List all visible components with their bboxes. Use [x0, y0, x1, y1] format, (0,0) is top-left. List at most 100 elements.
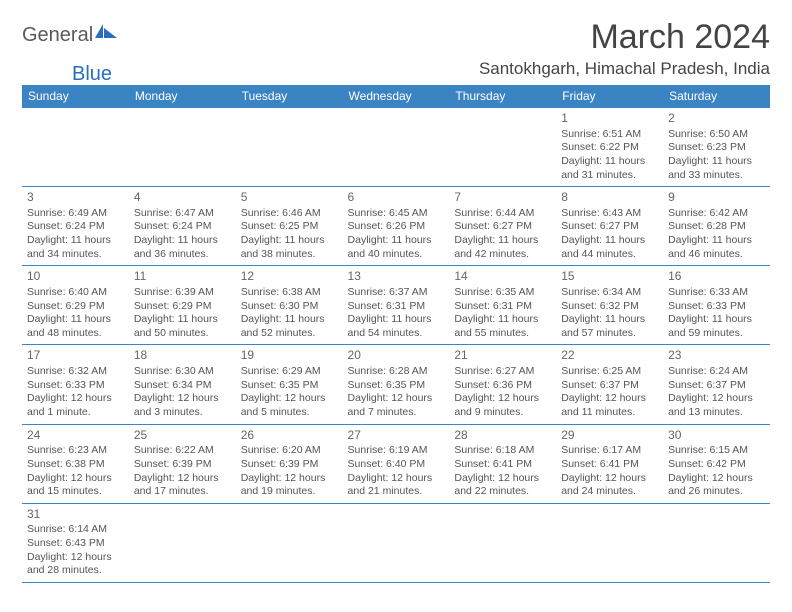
calendar-cell: 7Sunrise: 6:44 AMSunset: 6:27 PMDaylight…: [449, 187, 556, 266]
sunrise-text: Sunrise: 6:29 AM: [241, 365, 338, 379]
sunrise-text: Sunrise: 6:22 AM: [134, 444, 231, 458]
calendar-cell: 16Sunrise: 6:33 AMSunset: 6:33 PMDayligh…: [663, 266, 770, 345]
sunrise-text: Sunrise: 6:32 AM: [27, 365, 124, 379]
day-text: Daylight: 12 hours and 9 minutes.: [454, 392, 551, 419]
calendar-cell: 2Sunrise: 6:50 AMSunset: 6:23 PMDaylight…: [663, 108, 770, 187]
sunrise-text: Sunrise: 6:25 AM: [561, 365, 658, 379]
day-text: Daylight: 11 hours and 52 minutes.: [241, 313, 338, 340]
sunrise-text: Sunrise: 6:40 AM: [27, 286, 124, 300]
day-text: Daylight: 12 hours and 26 minutes.: [668, 472, 765, 499]
calendar-cell: 22Sunrise: 6:25 AMSunset: 6:37 PMDayligh…: [556, 345, 663, 424]
sunset-text: Sunset: 6:23 PM: [668, 141, 765, 155]
calendar-cell: 24Sunrise: 6:23 AMSunset: 6:38 PMDayligh…: [22, 424, 129, 503]
day-header: Saturday: [663, 85, 770, 108]
calendar-cell: 8Sunrise: 6:43 AMSunset: 6:27 PMDaylight…: [556, 187, 663, 266]
calendar-cell: 30Sunrise: 6:15 AMSunset: 6:42 PMDayligh…: [663, 424, 770, 503]
sunset-text: Sunset: 6:28 PM: [668, 220, 765, 234]
header: General March 2024 Santokhgarh, Himachal…: [22, 18, 770, 79]
sunrise-text: Sunrise: 6:45 AM: [348, 207, 445, 221]
sunrise-text: Sunrise: 6:47 AM: [134, 207, 231, 221]
day-number: 8: [561, 190, 658, 206]
sunset-text: Sunset: 6:36 PM: [454, 379, 551, 393]
day-text: Daylight: 12 hours and 5 minutes.: [241, 392, 338, 419]
sunrise-text: Sunrise: 6:24 AM: [668, 365, 765, 379]
day-number: 24: [27, 428, 124, 444]
sunset-text: Sunset: 6:32 PM: [561, 300, 658, 314]
calendar-cell: 29Sunrise: 6:17 AMSunset: 6:41 PMDayligh…: [556, 424, 663, 503]
sunset-text: Sunset: 6:30 PM: [241, 300, 338, 314]
sunset-text: Sunset: 6:34 PM: [134, 379, 231, 393]
calendar-cell: 26Sunrise: 6:20 AMSunset: 6:39 PMDayligh…: [236, 424, 343, 503]
calendar-row: 10Sunrise: 6:40 AMSunset: 6:29 PMDayligh…: [22, 266, 770, 345]
calendar-row: 31Sunrise: 6:14 AMSunset: 6:43 PMDayligh…: [22, 503, 770, 582]
calendar-cell-empty: [449, 108, 556, 187]
day-text: Daylight: 11 hours and 44 minutes.: [561, 234, 658, 261]
sunrise-text: Sunrise: 6:51 AM: [561, 128, 658, 142]
day-number: 9: [668, 190, 765, 206]
month-title: March 2024: [479, 18, 770, 57]
day-text: Daylight: 11 hours and 31 minutes.: [561, 155, 658, 182]
logo: General: [22, 24, 119, 47]
sunset-text: Sunset: 6:40 PM: [348, 458, 445, 472]
day-text: Daylight: 11 hours and 36 minutes.: [134, 234, 231, 261]
calendar-cell: 13Sunrise: 6:37 AMSunset: 6:31 PMDayligh…: [343, 266, 450, 345]
day-number: 27: [348, 428, 445, 444]
day-text: Daylight: 11 hours and 42 minutes.: [454, 234, 551, 261]
calendar-cell: 9Sunrise: 6:42 AMSunset: 6:28 PMDaylight…: [663, 187, 770, 266]
day-text: Daylight: 12 hours and 1 minute.: [27, 392, 124, 419]
calendar-cell: 10Sunrise: 6:40 AMSunset: 6:29 PMDayligh…: [22, 266, 129, 345]
day-text: Daylight: 11 hours and 34 minutes.: [27, 234, 124, 261]
day-text: Daylight: 11 hours and 38 minutes.: [241, 234, 338, 261]
calendar-cell-empty: [129, 108, 236, 187]
calendar-cell-empty: [556, 503, 663, 582]
day-text: Daylight: 12 hours and 22 minutes.: [454, 472, 551, 499]
day-text: Daylight: 11 hours and 40 minutes.: [348, 234, 445, 261]
calendar-cell: 1Sunrise: 6:51 AMSunset: 6:22 PMDaylight…: [556, 108, 663, 187]
day-text: Daylight: 11 hours and 50 minutes.: [134, 313, 231, 340]
calendar-row: 3Sunrise: 6:49 AMSunset: 6:24 PMDaylight…: [22, 187, 770, 266]
sunset-text: Sunset: 6:37 PM: [668, 379, 765, 393]
day-number: 12: [241, 269, 338, 285]
day-number: 26: [241, 428, 338, 444]
flag-icon: [95, 24, 119, 47]
calendar-cell: 15Sunrise: 6:34 AMSunset: 6:32 PMDayligh…: [556, 266, 663, 345]
calendar-cell: 20Sunrise: 6:28 AMSunset: 6:35 PMDayligh…: [343, 345, 450, 424]
sunrise-text: Sunrise: 6:42 AM: [668, 207, 765, 221]
calendar-cell-empty: [343, 108, 450, 187]
day-text: Daylight: 12 hours and 21 minutes.: [348, 472, 445, 499]
day-header: Thursday: [449, 85, 556, 108]
sunset-text: Sunset: 6:39 PM: [241, 458, 338, 472]
day-number: 14: [454, 269, 551, 285]
sunset-text: Sunset: 6:37 PM: [561, 379, 658, 393]
day-text: Daylight: 12 hours and 28 minutes.: [27, 551, 124, 578]
sunset-text: Sunset: 6:24 PM: [134, 220, 231, 234]
sunrise-text: Sunrise: 6:18 AM: [454, 444, 551, 458]
calendar-cell: 23Sunrise: 6:24 AMSunset: 6:37 PMDayligh…: [663, 345, 770, 424]
day-text: Daylight: 11 hours and 46 minutes.: [668, 234, 765, 261]
day-text: Daylight: 11 hours and 59 minutes.: [668, 313, 765, 340]
day-text: Daylight: 11 hours and 55 minutes.: [454, 313, 551, 340]
calendar-cell-empty: [236, 108, 343, 187]
day-number: 25: [134, 428, 231, 444]
sunrise-text: Sunrise: 6:17 AM: [561, 444, 658, 458]
day-number: 6: [348, 190, 445, 206]
day-number: 4: [134, 190, 231, 206]
day-header: Tuesday: [236, 85, 343, 108]
sunset-text: Sunset: 6:29 PM: [27, 300, 124, 314]
calendar-head: SundayMondayTuesdayWednesdayThursdayFrid…: [22, 85, 770, 108]
day-text: Daylight: 11 hours and 48 minutes.: [27, 313, 124, 340]
day-text: Daylight: 12 hours and 7 minutes.: [348, 392, 445, 419]
sunset-text: Sunset: 6:22 PM: [561, 141, 658, 155]
day-header: Wednesday: [343, 85, 450, 108]
calendar-cell-empty: [129, 503, 236, 582]
calendar-cell: 5Sunrise: 6:46 AMSunset: 6:25 PMDaylight…: [236, 187, 343, 266]
day-number: 19: [241, 348, 338, 364]
sunrise-text: Sunrise: 6:38 AM: [241, 286, 338, 300]
day-text: Daylight: 12 hours and 11 minutes.: [561, 392, 658, 419]
sunrise-text: Sunrise: 6:33 AM: [668, 286, 765, 300]
sunset-text: Sunset: 6:27 PM: [454, 220, 551, 234]
calendar-row: 24Sunrise: 6:23 AMSunset: 6:38 PMDayligh…: [22, 424, 770, 503]
sunset-text: Sunset: 6:33 PM: [27, 379, 124, 393]
day-text: Daylight: 12 hours and 24 minutes.: [561, 472, 658, 499]
sunrise-text: Sunrise: 6:14 AM: [27, 523, 124, 537]
